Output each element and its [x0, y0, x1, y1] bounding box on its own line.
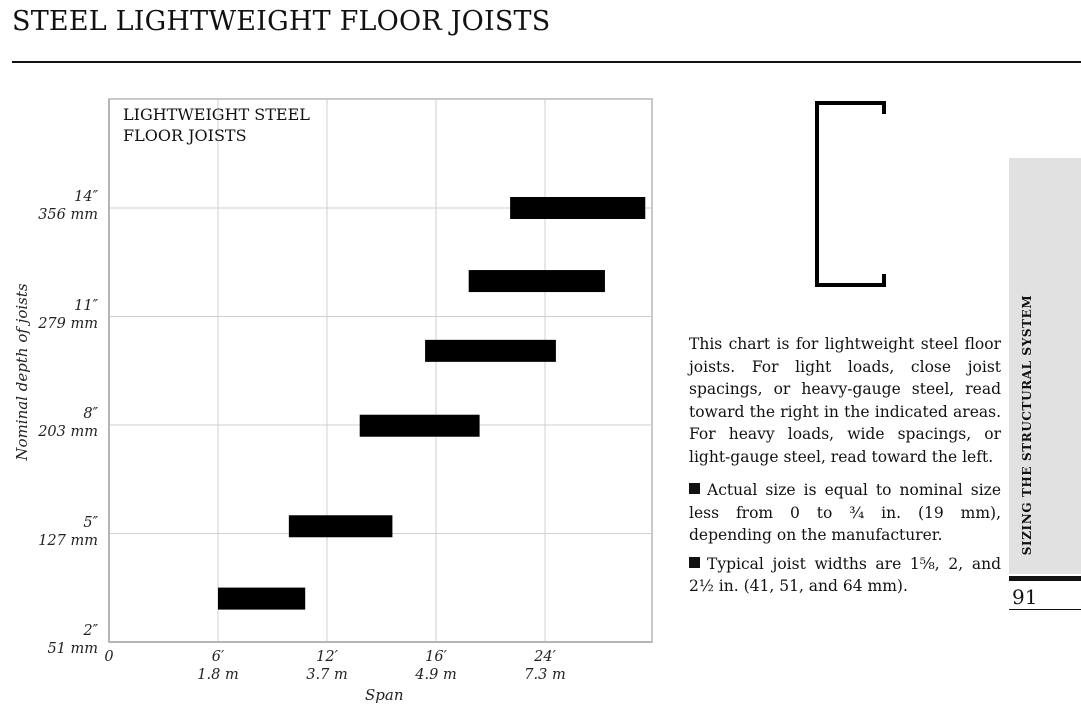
- y-tick-label: 8″ 203 mm: [38, 406, 98, 440]
- joist-range-bar: [468, 270, 605, 293]
- page-title: STEEL LIGHTWEIGHT FLOOR JOISTS: [12, 6, 551, 37]
- y-tick-label: 2″ 51 mm: [47, 623, 98, 657]
- y-axis-label: Nominal depth of joists: [13, 283, 31, 461]
- bullet-widths: Typical joist widths are 1⅝, 2, and 2½ i…: [689, 553, 1001, 598]
- section-tab-label: SIZING THE STRUCTURAL SYSTEM: [1020, 294, 1034, 556]
- bullet-actual-size-text: Actual size is equal to nominal size les…: [689, 481, 1001, 544]
- chart-title-line-1: LIGHTWEIGHT STEEL: [123, 105, 310, 124]
- c-channel-section-icon: [815, 101, 886, 287]
- description: This chart is for lightweight steel floo…: [689, 333, 1001, 598]
- section-tab: [1009, 158, 1081, 574]
- joist-range-bar: [359, 414, 480, 437]
- y-tick-label: 14″ 356 mm: [38, 189, 98, 223]
- bullet-actual-size: Actual size is equal to nominal size les…: [689, 479, 1001, 547]
- bullet-icon: [689, 483, 700, 494]
- joist-chart: [108, 98, 653, 643]
- y-tick-label: 11″ 279 mm: [38, 297, 98, 332]
- page-rule: [1009, 609, 1081, 610]
- plot-frame: [108, 98, 653, 643]
- x-axis-label: Span: [365, 686, 404, 704]
- x-tick-label: 12′ 3.7 m: [306, 649, 348, 683]
- chart-title-line-2: FLOOR JOISTS: [123, 126, 247, 145]
- joist-range-bar: [218, 587, 306, 610]
- joist-range-bar: [425, 339, 556, 362]
- x-tick-label: 6′ 1.8 m: [197, 649, 239, 683]
- page-number: 91: [1012, 585, 1038, 609]
- bullet-icon: [689, 556, 700, 568]
- x-tick-label: 24′ 7.3 m: [524, 649, 566, 683]
- y-tick-label: 5″ 127 mm: [38, 514, 98, 549]
- tab-rule: [1009, 576, 1081, 581]
- x-tick-label: 0: [104, 649, 114, 665]
- bullet-widths-text: Typical joist widths are 1⅝, 2, and 2½ i…: [689, 554, 1001, 596]
- joist-range-bar: [288, 515, 393, 538]
- x-tick-label: 16′ 4.9 m: [415, 649, 457, 683]
- joist-range-bar: [510, 197, 646, 219]
- description-paragraph: This chart is for lightweight steel floo…: [689, 335, 1001, 466]
- title-rule: [12, 61, 1081, 63]
